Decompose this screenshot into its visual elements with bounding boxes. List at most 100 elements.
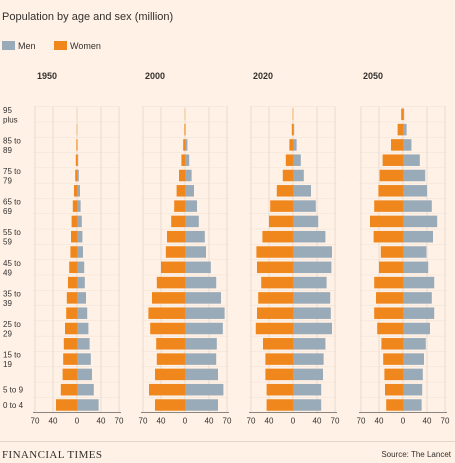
bar-men [185, 399, 218, 411]
bar-men [77, 215, 82, 228]
bar-women [391, 139, 403, 151]
bar-women [75, 169, 77, 182]
bar-men [185, 353, 217, 365]
age-tick-label: 85 to 89 [3, 136, 21, 155]
bar-women [255, 322, 293, 335]
bar-men [77, 139, 78, 151]
bar-women [76, 139, 77, 151]
bar-women [149, 383, 185, 396]
bar-men [185, 154, 190, 166]
panel-year-label: 2050 [363, 71, 383, 81]
bar-men [403, 246, 427, 258]
x-tick-label: 40 [49, 417, 58, 426]
pyramid-panel-2000: 2000 70 40 0 40 70 [139, 71, 232, 426]
panel-year-label: 1950 [37, 71, 57, 81]
bar-women [156, 276, 185, 289]
age-tick-label-line: 45 to [3, 259, 21, 268]
bar-men [293, 185, 311, 197]
bar-women [256, 246, 293, 258]
age-tick-label-line: 79 [3, 177, 12, 186]
bar-men [185, 261, 211, 274]
age-tick-label-line: 19 [3, 360, 12, 369]
bar-women [291, 123, 293, 136]
age-tick-label: 5 to 9 [3, 386, 24, 395]
age-tick-label: 35 to 39 [3, 289, 21, 308]
bar-women [282, 169, 293, 182]
bar-women [374, 307, 403, 319]
panel-year-label: 2020 [253, 71, 273, 81]
bar-women [63, 353, 77, 365]
bar-women [382, 154, 403, 166]
bar-men [403, 276, 435, 289]
bar-men [185, 169, 192, 182]
bar-women [378, 185, 403, 197]
bar-women [165, 246, 185, 258]
bar-women [270, 200, 293, 212]
bar-men [185, 276, 217, 289]
bar-men [293, 292, 331, 304]
x-tick-label: 70 [223, 417, 232, 426]
bar-men [77, 230, 83, 243]
ft-logo-text: FINANCIAL TIMES [2, 449, 102, 461]
bar-men [293, 215, 319, 228]
age-tick-label-line: 89 [3, 146, 12, 155]
bar-men [293, 353, 324, 365]
age-tick-label-line: 85 to [3, 136, 21, 145]
bar-men [77, 200, 81, 212]
bar-women [380, 246, 403, 258]
legend-swatch-men [2, 41, 15, 50]
bar-women [263, 338, 293, 350]
bar-men [185, 230, 205, 243]
chart-title: Population by age and sex (million) [2, 11, 173, 23]
bar-men [403, 322, 430, 335]
bar-men [77, 322, 89, 335]
pyramid-panel-2020: 2020 70 40 0 40 70 [247, 71, 340, 426]
bar-men [403, 307, 435, 319]
x-tick-label: 40 [157, 417, 166, 426]
bar-men [77, 276, 85, 289]
bar-men [77, 185, 80, 197]
bar-women [385, 383, 403, 396]
bar-women [69, 261, 77, 274]
bar-women [257, 261, 293, 274]
x-tick-label: 40 [265, 417, 274, 426]
bar-women [155, 368, 185, 381]
bar-men [293, 169, 304, 182]
legend: Men Women [2, 41, 101, 51]
x-tick-label: 0 [401, 417, 406, 426]
bar-women [62, 368, 77, 381]
bar-men [403, 200, 432, 212]
bar-women [171, 215, 185, 228]
x-tick-label: 40 [423, 417, 432, 426]
x-tick-label: 70 [139, 417, 148, 426]
age-tick-label: 65 to 69 [3, 198, 21, 217]
bar-women [71, 215, 77, 228]
bar-women [397, 123, 403, 136]
bar-men [77, 383, 94, 396]
age-tick-label: 0 to 4 [3, 401, 24, 410]
bar-women [167, 230, 185, 243]
bar-women [265, 353, 293, 365]
x-tick-label: 40 [375, 417, 384, 426]
bar-men [185, 246, 206, 258]
bar-men [293, 246, 332, 258]
x-tick-label: 70 [31, 417, 40, 426]
pyramid-panel-1950: 1950 70 40 0 40 70 [31, 71, 124, 426]
bar-women [56, 399, 77, 411]
bar-women [184, 123, 185, 136]
bar-women [285, 154, 293, 166]
age-tick-label: 15 to 19 [3, 351, 21, 370]
bar-women [70, 246, 77, 258]
bar-men [403, 338, 426, 350]
bar-women [370, 215, 403, 228]
x-tick-label: 40 [313, 417, 322, 426]
bar-women [181, 154, 185, 166]
bar-men [403, 353, 424, 365]
age-tick-label-line: 95 [3, 106, 12, 115]
bar-women [74, 185, 77, 197]
bar-men [77, 353, 91, 365]
panel-year-label: 2000 [145, 71, 165, 81]
bar-men [403, 399, 422, 411]
